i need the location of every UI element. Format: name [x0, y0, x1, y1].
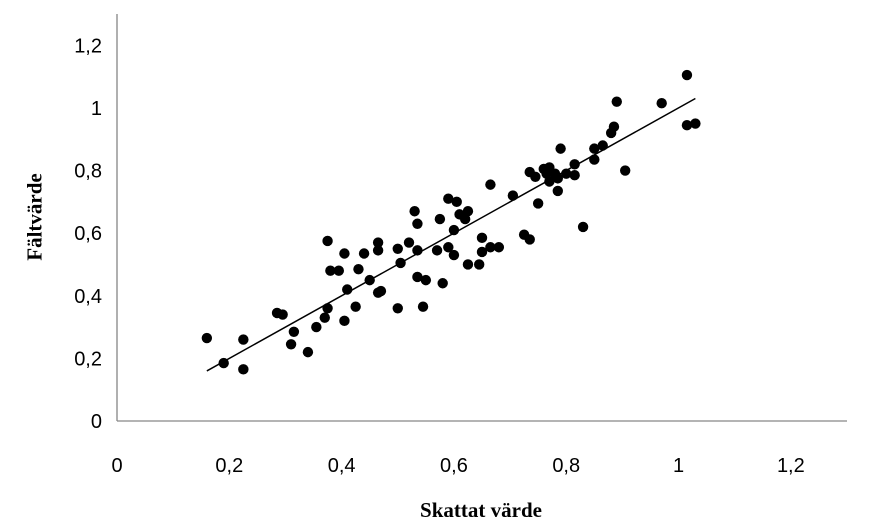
- y-tick-label: 0: [91, 411, 102, 433]
- axes: [116, 14, 847, 422]
- data-point: [552, 173, 564, 184]
- y-tick-label: 0,4: [74, 286, 102, 308]
- y-tick-label: 0,2: [74, 348, 102, 370]
- data-point: [342, 284, 353, 295]
- data-point: [524, 234, 535, 245]
- data-point: [319, 312, 330, 323]
- trendline: [206, 97, 696, 372]
- x-tick-label: 0,6: [440, 455, 468, 477]
- data-point: [443, 242, 454, 253]
- y-tick-label: 0,8: [74, 161, 102, 183]
- data-point: [339, 315, 350, 327]
- data-point: [589, 143, 600, 154]
- data-point: [395, 257, 406, 269]
- data-point: [485, 179, 496, 190]
- data-point: [302, 346, 314, 358]
- data-point: [569, 170, 580, 181]
- data-points: [201, 69, 701, 375]
- y-tick-label: 1,2: [74, 35, 102, 57]
- data-point: [473, 259, 485, 270]
- data-point: [218, 357, 229, 369]
- data-point: [392, 243, 403, 255]
- data-point: [443, 193, 454, 204]
- data-point: [238, 364, 249, 375]
- data-point: [350, 301, 361, 312]
- data-point: [476, 246, 488, 258]
- data-point: [412, 218, 423, 229]
- data-point: [434, 213, 446, 225]
- data-point: [277, 309, 288, 320]
- data-point: [493, 242, 505, 253]
- x-tick-label: 1,2: [777, 455, 805, 477]
- data-point: [322, 235, 333, 247]
- data-point: [681, 69, 693, 81]
- data-point: [201, 332, 213, 344]
- data-point: [358, 248, 370, 259]
- trendline-group: [206, 97, 696, 372]
- data-point: [656, 98, 667, 109]
- data-point: [561, 168, 572, 179]
- x-tick-label: 0: [111, 455, 122, 477]
- data-point: [544, 176, 555, 187]
- data-point: [372, 237, 384, 248]
- x-tick-label: 0,4: [328, 455, 356, 477]
- data-point: [392, 303, 403, 314]
- data-point: [462, 206, 474, 217]
- data-point: [448, 249, 460, 261]
- data-point: [412, 245, 423, 256]
- data-point: [577, 221, 589, 233]
- data-point: [448, 224, 460, 236]
- data-point: [611, 96, 622, 107]
- data-point: [485, 242, 496, 253]
- data-point: [285, 339, 297, 350]
- data-point: [597, 140, 608, 151]
- data-point: [364, 274, 375, 286]
- data-point: [339, 248, 350, 259]
- data-point: [552, 185, 564, 197]
- data-point: [238, 334, 249, 345]
- data-point: [311, 321, 322, 333]
- data-point: [325, 265, 336, 276]
- data-point: [530, 171, 541, 182]
- y-tick-label: 0,6: [74, 223, 102, 245]
- data-point: [532, 198, 544, 209]
- x-axis-title: Skattat värde: [420, 498, 542, 522]
- y-axis-title: Fältvärde: [22, 173, 46, 260]
- data-point: [403, 237, 415, 248]
- data-point: [431, 245, 443, 256]
- data-point: [555, 143, 566, 154]
- x-tick-label: 0,8: [552, 455, 580, 477]
- data-point: [589, 154, 600, 165]
- x-tick-labels: 0 0,2 0,4 0,6 0,8 1 1,2: [111, 455, 804, 477]
- y-tick-labels: 0 0,2 0,4 0,6 0,8 1 1,2: [74, 35, 102, 433]
- data-point: [462, 259, 474, 270]
- data-point: [569, 159, 580, 170]
- data-point: [353, 263, 364, 275]
- data-point: [417, 301, 429, 312]
- data-point: [372, 245, 384, 256]
- data-point: [451, 196, 462, 208]
- y-tick-label: 1: [91, 98, 102, 120]
- data-point: [507, 190, 519, 201]
- data-point: [412, 271, 423, 283]
- data-point: [690, 118, 701, 129]
- x-tick-label: 0,2: [215, 455, 243, 477]
- data-point: [608, 121, 620, 132]
- data-point: [476, 232, 488, 244]
- x-tick-label: 1: [673, 455, 684, 477]
- data-point: [375, 285, 387, 297]
- data-point: [437, 278, 448, 289]
- data-point: [409, 206, 420, 217]
- data-point: [619, 165, 631, 176]
- data-point: [420, 274, 432, 286]
- data-point: [459, 213, 471, 225]
- data-point: [288, 326, 300, 337]
- data-point: [681, 119, 693, 131]
- data-point: [322, 303, 333, 314]
- data-point: [333, 265, 345, 276]
